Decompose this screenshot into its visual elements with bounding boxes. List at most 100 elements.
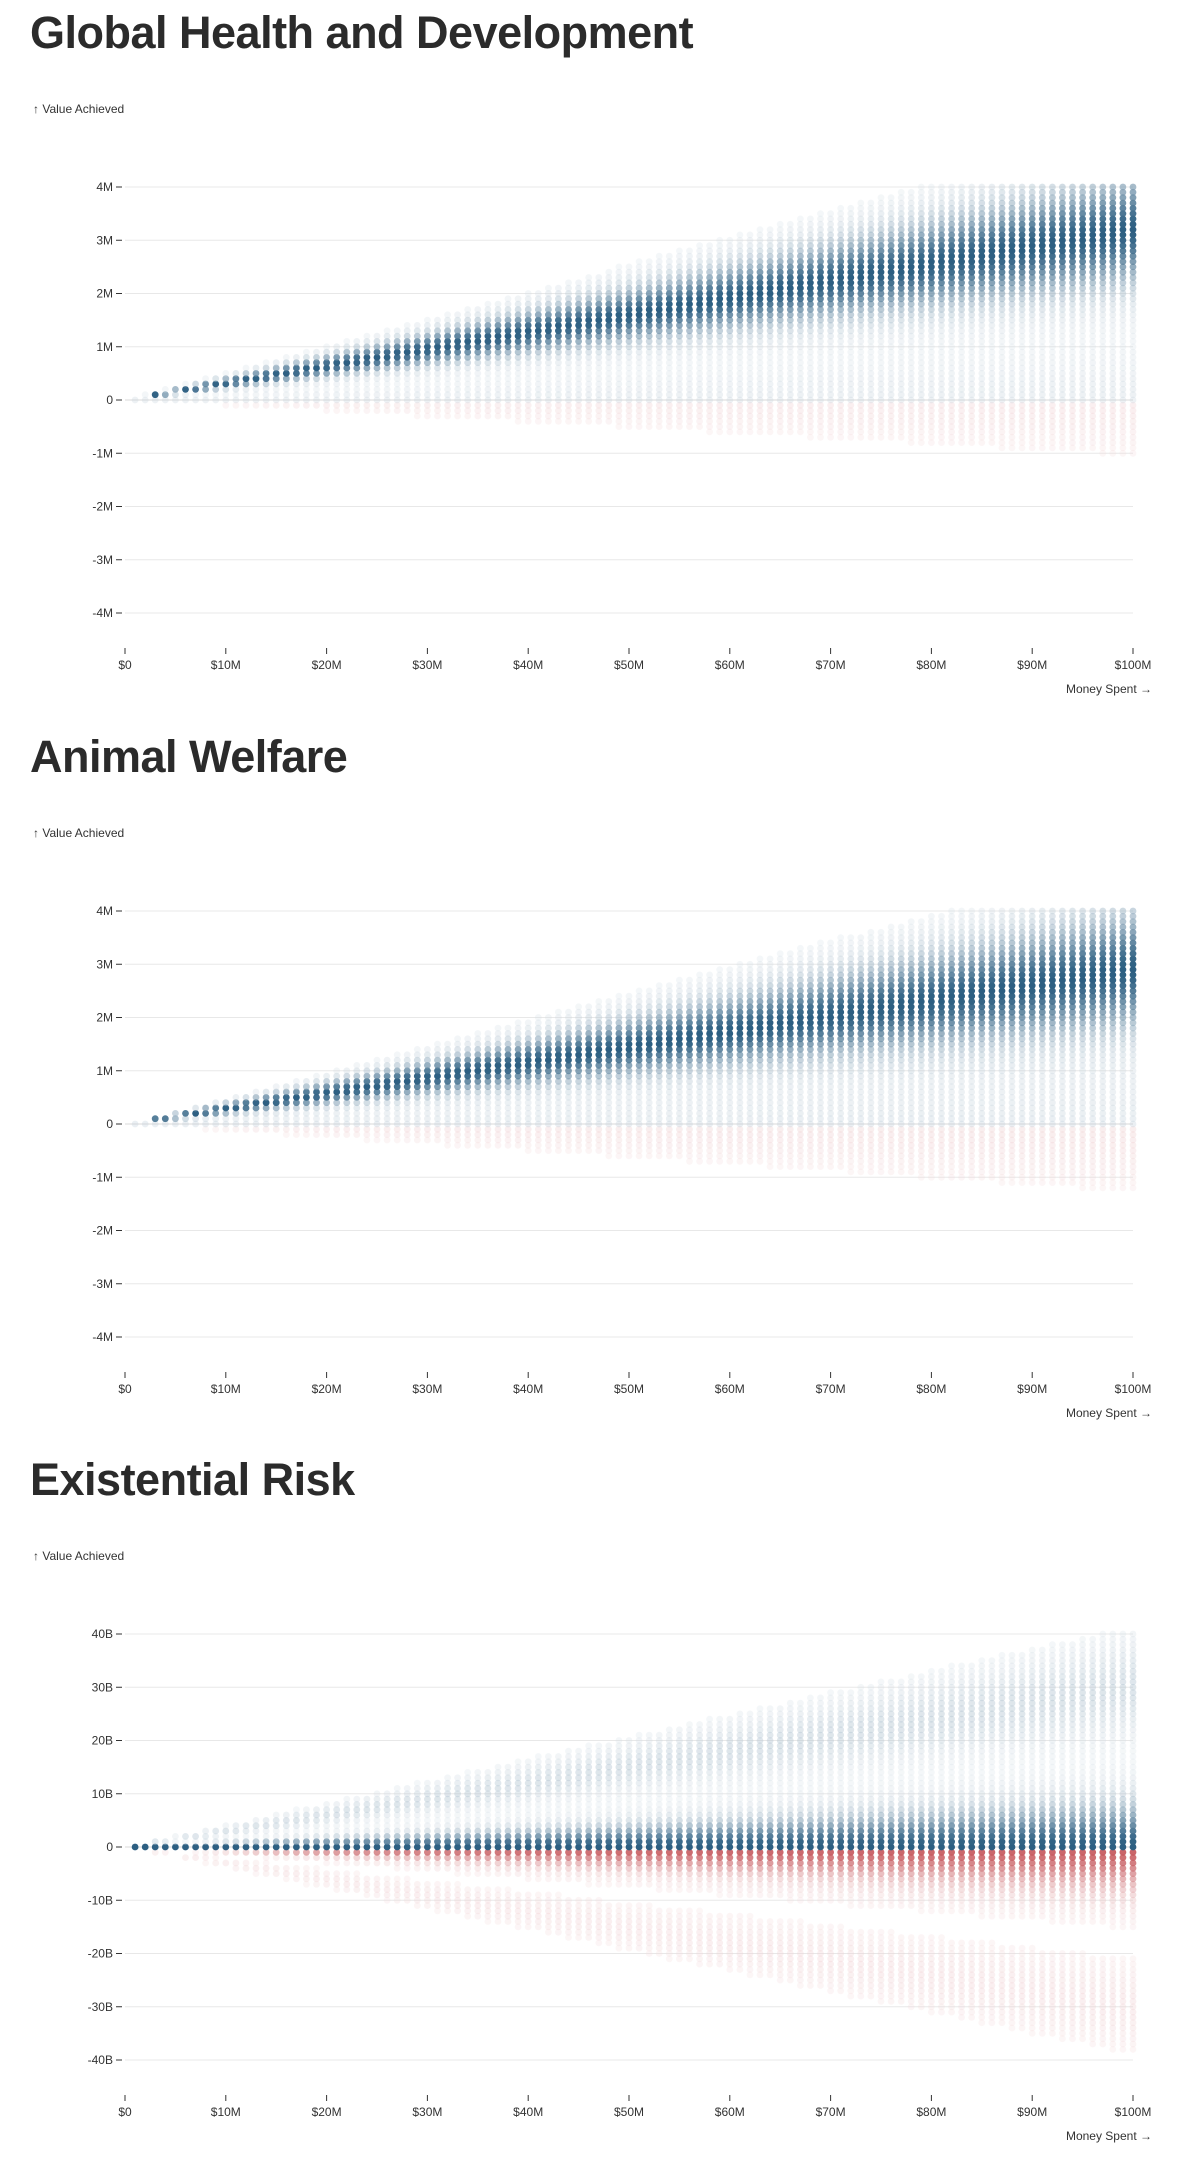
data-point: [868, 200, 875, 207]
data-point: [212, 375, 219, 382]
data-point: [1059, 184, 1066, 191]
data-point: [757, 226, 764, 233]
data-point: [263, 359, 270, 366]
data-point: [837, 934, 844, 941]
y-tick-label: 1M: [96, 340, 113, 354]
data-point: [313, 1073, 320, 1080]
data-point: [323, 1073, 330, 1080]
data-point: [1039, 184, 1046, 191]
data-point: [495, 1025, 502, 1032]
data-point: [1009, 184, 1016, 191]
data-point: [233, 370, 240, 377]
data-point: [1049, 184, 1056, 191]
data-point: [273, 359, 280, 366]
data-point: [182, 381, 189, 388]
x-tick-label: $40M: [513, 1382, 543, 1396]
y-axis-label: ↑ Value Achieved: [33, 102, 124, 116]
data-point: [192, 381, 199, 388]
data-point: [1069, 184, 1076, 191]
data-point: [575, 279, 582, 286]
y-tick-label: -2M: [92, 1224, 113, 1238]
data-point: [787, 950, 794, 957]
data-point: [747, 232, 754, 239]
data-point: [434, 317, 441, 324]
data-point: [222, 1099, 229, 1106]
data-point: [515, 295, 522, 302]
data-point: [636, 258, 643, 265]
y-tick-label: 0: [106, 1117, 113, 1131]
data-point: [323, 343, 330, 350]
data-point: [202, 375, 209, 382]
data-point: [605, 269, 612, 276]
x-tick-label: $90M: [1017, 658, 1047, 672]
data-point: [706, 242, 713, 249]
y-tick-label: 2M: [96, 1011, 113, 1025]
y-tick-label: 2M: [96, 287, 113, 301]
data-point: [545, 285, 552, 292]
data-point: [888, 924, 895, 931]
data-point: [1120, 184, 1127, 191]
data-point: [485, 301, 492, 308]
data-point: [293, 1078, 300, 1085]
y-tick-label: -4M: [92, 606, 113, 620]
x-tick-label: $20M: [312, 658, 342, 672]
data-point: [978, 184, 985, 191]
data-point: [1109, 184, 1116, 191]
data-point: [1130, 184, 1137, 191]
data-point: [293, 354, 300, 361]
x-tick-label: $40M: [513, 658, 543, 672]
data-point: [847, 205, 854, 212]
data-point: [878, 929, 885, 936]
data-point: [837, 205, 844, 212]
x-tick-label: $0: [118, 658, 132, 672]
data-point: [464, 306, 471, 313]
data-point: [1099, 184, 1106, 191]
y-tick-label: -1M: [92, 1170, 113, 1184]
data-point: [857, 200, 864, 207]
data-point: [343, 338, 350, 345]
data-point: [767, 956, 774, 963]
data-point: [555, 285, 562, 292]
data-point: [827, 210, 834, 217]
data-point: [555, 1009, 562, 1016]
data-point: [797, 945, 804, 952]
data-point: [958, 184, 965, 191]
data-point: [777, 950, 784, 957]
x-tick-label: $50M: [614, 1382, 644, 1396]
data-point: [1089, 184, 1096, 191]
data-point: [182, 1110, 189, 1117]
chart-animal-welfare: ↑ Value Achieved4M3M2M1M0-1M-2M-3M-4M$0$…: [0, 734, 1192, 1459]
data-points: [132, 184, 1137, 457]
data-point: [918, 184, 925, 191]
data-point: [696, 972, 703, 979]
x-tick-label: $70M: [816, 1382, 846, 1396]
data-point: [706, 972, 713, 979]
data-point: [152, 391, 159, 398]
x-tick-label: $30M: [412, 658, 442, 672]
data-point: [505, 295, 512, 302]
y-axis-label: ↑ Value Achieved: [33, 826, 124, 840]
data-point: [374, 1057, 381, 1064]
data-point: [938, 184, 945, 191]
x-axis-label: Money Spent →: [1066, 682, 1152, 696]
data-point: [999, 184, 1006, 191]
data-point: [464, 1035, 471, 1042]
data-point: [132, 1121, 139, 1128]
data-point: [394, 1051, 401, 1058]
data-point: [485, 1030, 492, 1037]
data-point: [898, 924, 905, 931]
chart-global-health: ↑ Value Achieved4M3M2M1M0-1M-2M-3M-4M$0$…: [0, 10, 1192, 735]
data-point: [646, 258, 653, 265]
data-points: [132, 908, 1137, 1192]
data-point: [575, 1003, 582, 1010]
data-point: [364, 1062, 371, 1069]
data-point: [283, 354, 290, 361]
data-point: [626, 264, 633, 271]
data-point: [817, 210, 824, 217]
data-point: [384, 327, 391, 334]
data-point: [515, 1019, 522, 1026]
y-tick-label: -3M: [92, 553, 113, 567]
data-point: [474, 1030, 481, 1037]
data-point: [253, 1089, 260, 1096]
y-tick-label: 4M: [96, 180, 113, 194]
